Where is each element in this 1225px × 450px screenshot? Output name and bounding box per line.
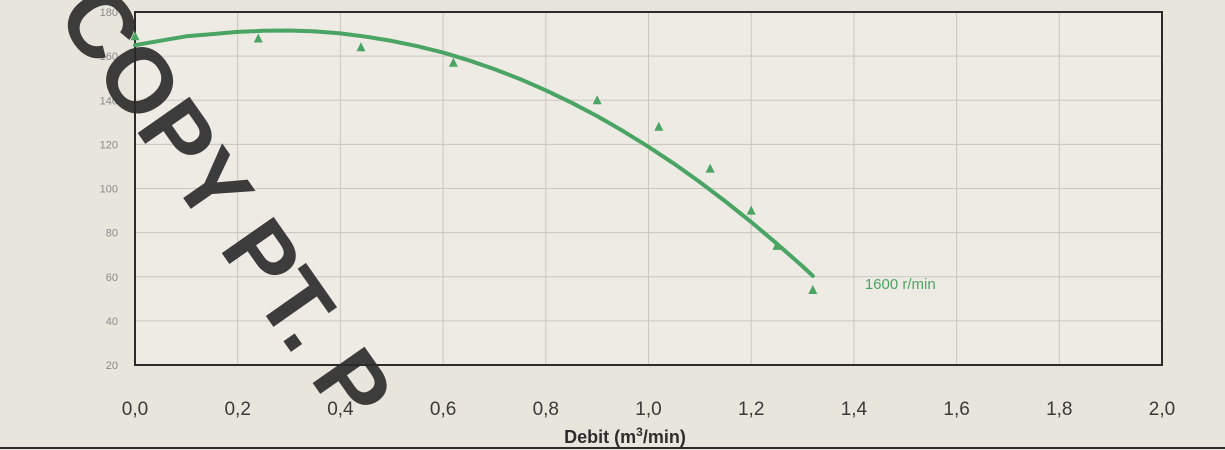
series-label: 1600 r/min bbox=[865, 276, 936, 293]
data-point-marker bbox=[253, 33, 263, 43]
x-tick-label: 0,6 bbox=[430, 399, 456, 420]
x-tick-label: 0,8 bbox=[533, 399, 559, 420]
data-point-marker bbox=[746, 205, 756, 215]
x-axis-label-main: Debit (m bbox=[564, 427, 636, 447]
data-point-marker bbox=[448, 57, 458, 67]
data-point-marker bbox=[772, 240, 782, 250]
y-tick-label: 120 bbox=[100, 139, 118, 151]
x-tick-labels: 0,0 0,2 0,4 0,6 0,8 1,0 1,2 1,4 1,6 1,8 2,0 bbox=[122, 399, 1175, 420]
x-tick-label: 1,0 bbox=[635, 399, 661, 420]
x-tick-label: 2,0 bbox=[1149, 399, 1175, 420]
grid bbox=[135, 12, 1162, 365]
x-tick-label: 0,0 bbox=[122, 399, 148, 420]
data-points bbox=[130, 31, 818, 294]
data-point-marker bbox=[808, 284, 818, 294]
x-axis-label-rest: /min) bbox=[643, 427, 686, 447]
x-tick-label: 1,4 bbox=[841, 399, 868, 420]
series-curves bbox=[133, 28, 815, 278]
data-point-marker bbox=[356, 42, 366, 52]
x-tick-label: 0,4 bbox=[327, 399, 354, 420]
y-tick-label: 100 bbox=[100, 184, 118, 196]
x-axis-label: Debit (m3/min) bbox=[564, 425, 686, 447]
y-tick-label: 180 bbox=[100, 7, 118, 19]
plot-frame bbox=[134, 11, 1163, 366]
y-tick-label: 140 bbox=[100, 95, 118, 107]
data-point-marker bbox=[592, 95, 602, 105]
x-axis-label-sup: 3 bbox=[636, 425, 643, 439]
y-tick-labels: 20 40 60 80 100 120 140 160 180 bbox=[100, 7, 118, 372]
data-point-marker bbox=[705, 163, 715, 173]
y-tick-label: 60 bbox=[106, 272, 118, 284]
y-tick-label: 160 bbox=[100, 51, 118, 63]
x-tick-label: 1,2 bbox=[738, 399, 764, 420]
x-tick-label: 1,6 bbox=[943, 399, 969, 420]
data-point-marker bbox=[130, 31, 140, 41]
x-tick-label: 1,8 bbox=[1046, 399, 1072, 420]
x-tick-label: 0,2 bbox=[224, 399, 250, 420]
y-tick-label: 80 bbox=[106, 228, 118, 240]
series-curve bbox=[133, 28, 815, 278]
y-tick-label: 40 bbox=[106, 316, 118, 328]
y-tick-label: 20 bbox=[106, 360, 118, 372]
data-point-marker bbox=[654, 121, 664, 131]
series-labels: 1600 r/min bbox=[865, 276, 936, 293]
